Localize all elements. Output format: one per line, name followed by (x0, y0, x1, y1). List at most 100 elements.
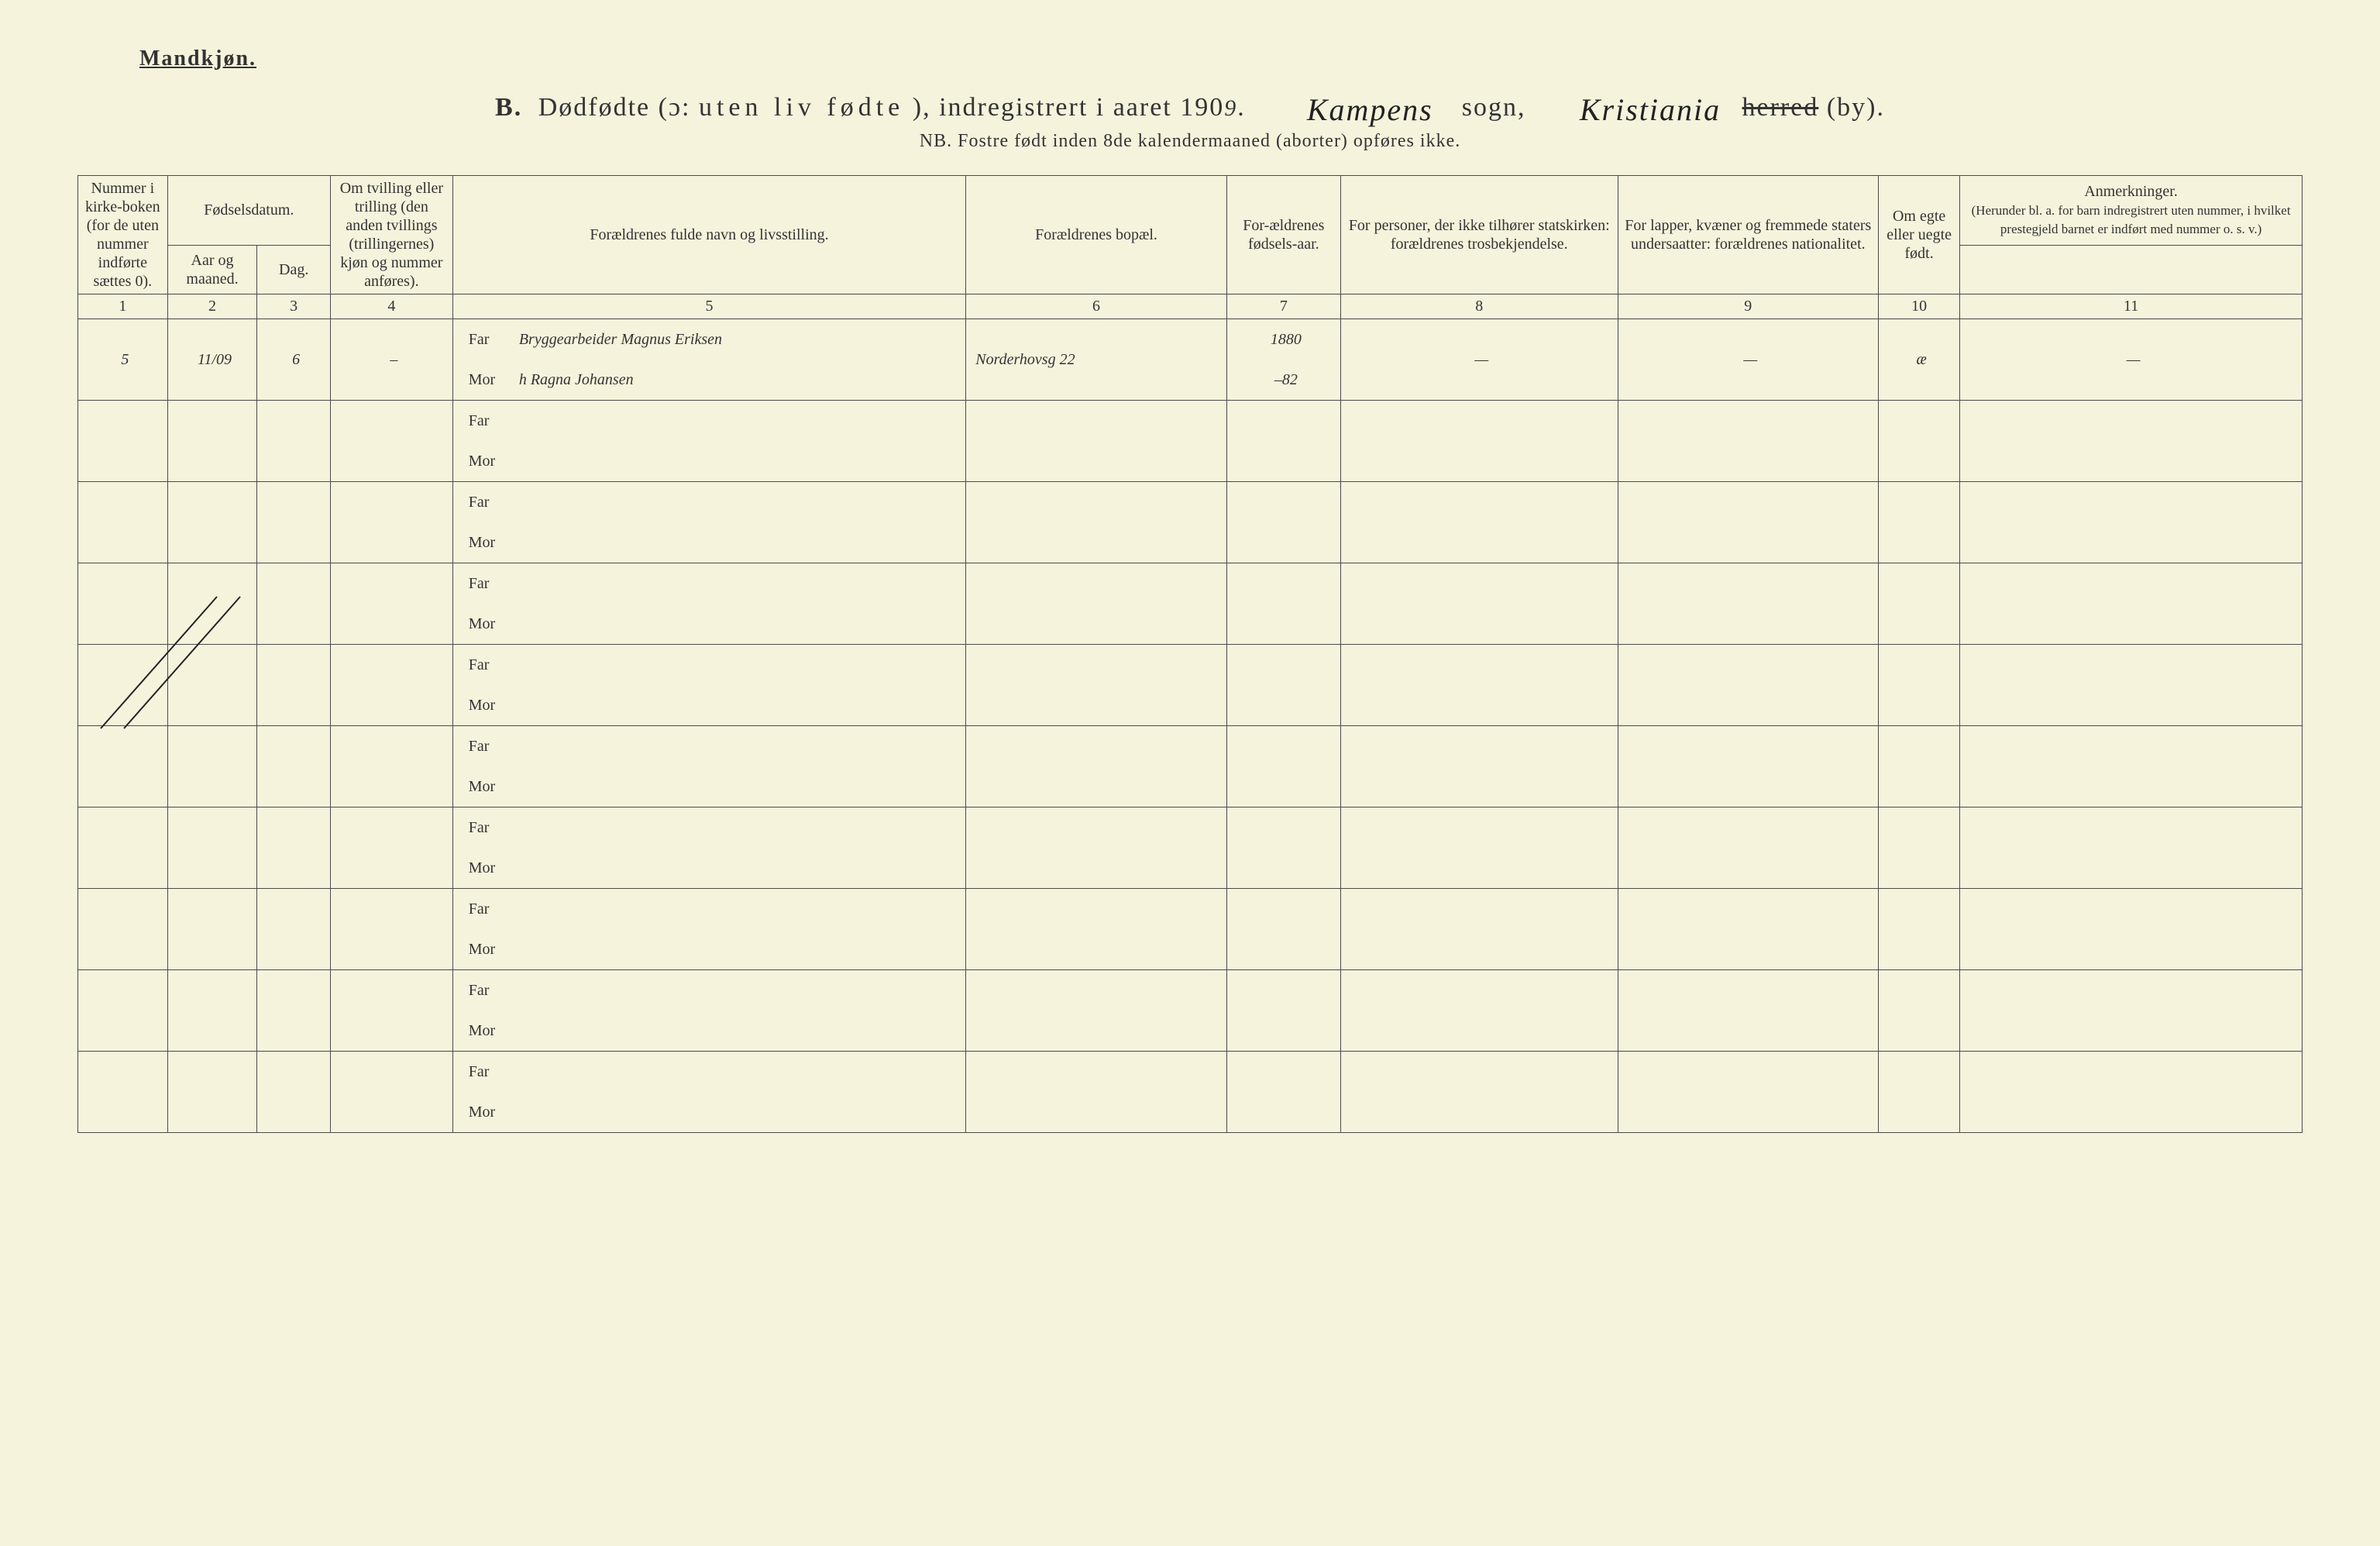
far-label: Far (452, 645, 510, 686)
empty-cell (510, 645, 966, 686)
empty-cell (1879, 726, 1960, 807)
empty-cell (167, 563, 257, 645)
far-label: Far (452, 807, 510, 849)
mor-label: Mor (452, 848, 510, 889)
empty-cell (167, 645, 257, 726)
empty-cell (78, 1052, 168, 1133)
empty-cell (966, 807, 1227, 889)
empty-cell (1960, 726, 2303, 807)
colnum-2: 2 (167, 294, 257, 319)
empty-cell (1340, 401, 1618, 482)
col-header-2b: Dag. (257, 245, 331, 294)
empty-row-far: Far (78, 401, 2303, 442)
empty-cell (167, 970, 257, 1052)
empty-cell (1226, 970, 1340, 1011)
empty-cell (1879, 482, 1960, 563)
empty-cell (1618, 807, 1879, 889)
title-part-b: uten liv fødte (699, 93, 904, 122)
gender-heading: Mandkjøn. (139, 46, 2303, 71)
mor-label: Mor (452, 766, 510, 807)
empty-cell (257, 401, 331, 482)
mor-label: Mor (452, 604, 510, 645)
empty-cell (330, 1052, 452, 1133)
title-prefix: B. (495, 93, 522, 122)
empty-cell (330, 482, 452, 563)
title-part-a: Dødfødte (ɔ: (538, 93, 691, 122)
entry-c9: — (1618, 319, 1879, 401)
empty-cell (1340, 482, 1618, 563)
empty-cell (1960, 482, 2303, 563)
nb-line: NB. Fostre født inden 8de kalendermaaned… (77, 131, 2303, 152)
empty-cell (1879, 970, 1960, 1052)
empty-cell (330, 645, 452, 726)
empty-cell (78, 482, 168, 563)
empty-cell (257, 563, 331, 645)
empty-cell (966, 645, 1227, 726)
empty-cell (1226, 807, 1340, 849)
empty-cell (1960, 1052, 2303, 1133)
empty-cell (78, 645, 168, 726)
empty-cell (1618, 563, 1879, 645)
empty-cell (1879, 807, 1960, 889)
empty-cell (330, 807, 452, 889)
empty-cell (510, 563, 966, 604)
col-header-5: Forældrenes fulde navn og livsstilling. (452, 176, 966, 294)
empty-cell (1226, 889, 1340, 930)
empty-cell (1618, 889, 1879, 970)
document-page: Mandkjøn. B. Dødfødte (ɔ: uten liv fødte… (0, 0, 2380, 1546)
colnum-6: 6 (966, 294, 1227, 319)
empty-cell (257, 726, 331, 807)
colnum-8: 8 (1340, 294, 1618, 319)
col-header-10: Om egte eller uegte født. (1879, 176, 1960, 294)
empty-cell (1960, 807, 2303, 889)
empty-cell (167, 1052, 257, 1133)
table-header: Nummer i kirke-boken (for de uten nummer… (78, 176, 2303, 319)
empty-row-far: Far (78, 970, 2303, 1011)
empty-cell (1618, 401, 1879, 482)
col-header-2a: Aar og maaned. (167, 245, 257, 294)
herred-struck: herred (1742, 93, 1819, 122)
mor-label: Mor (452, 360, 510, 401)
empty-cell (1960, 563, 2303, 645)
empty-cell (966, 970, 1227, 1052)
empty-cell (1226, 645, 1340, 686)
empty-cell (510, 522, 966, 563)
empty-row-far: Far (78, 807, 2303, 849)
empty-cell (1879, 401, 1960, 482)
empty-row-far: Far (78, 726, 2303, 767)
empty-cell (966, 563, 1227, 645)
mor-label: Mor (452, 685, 510, 726)
empty-cell (330, 970, 452, 1052)
empty-cell (257, 1052, 331, 1133)
empty-cell (1340, 1052, 1618, 1133)
entry-egte: æ (1879, 319, 1960, 401)
empty-cell (167, 726, 257, 807)
far-label: Far (452, 563, 510, 604)
empty-cell (78, 563, 168, 645)
col-header-4: Om tvilling eller trilling (den anden tv… (330, 176, 452, 294)
empty-cell (1226, 482, 1340, 523)
empty-cell (510, 604, 966, 645)
empty-cell (510, 970, 966, 1011)
empty-cell (510, 929, 966, 970)
empty-cell (510, 482, 966, 523)
far-label: Far (452, 482, 510, 523)
colnum-9: 9 (1618, 294, 1879, 319)
colnum-3: 3 (257, 294, 331, 319)
colnum-10: 10 (1879, 294, 1960, 319)
title-part-c: ), indregistrert i aaret 190 (913, 93, 1224, 122)
empty-cell (966, 482, 1227, 563)
col-header-11-top: Anmerkninger. (Herunder bl. a. for barn … (1960, 176, 2303, 246)
empty-cell (966, 726, 1227, 807)
empty-cell (1879, 889, 1960, 970)
empty-cell (1226, 848, 1340, 889)
empty-cell (167, 482, 257, 563)
empty-cell (78, 889, 168, 970)
empty-cell (510, 766, 966, 807)
empty-cell (167, 401, 257, 482)
empty-cell (1226, 1052, 1340, 1093)
empty-row-far: Far (78, 645, 2303, 686)
empty-cell (257, 970, 331, 1052)
entry-far-text: Bryggearbeider Magnus Eriksen (510, 319, 966, 360)
entry-num: 5 (78, 319, 168, 401)
